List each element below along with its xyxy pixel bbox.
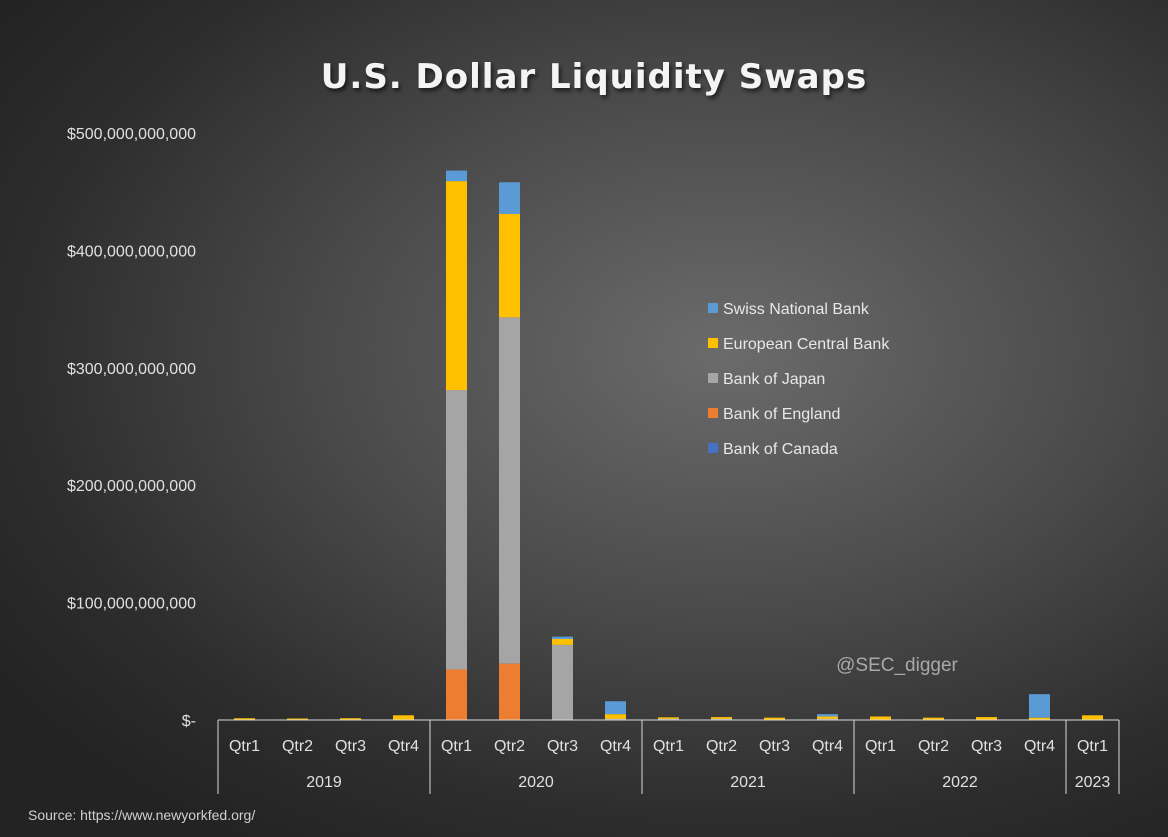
bar-segment-european-central-bank	[1029, 717, 1050, 720]
bar-segment-european-central-bank	[605, 714, 626, 719]
chart-title: U.S. Dollar Liquidity Swaps	[321, 57, 867, 97]
bar-segment-european-central-bank	[234, 718, 255, 720]
x-tick-label: Qtr4	[388, 738, 419, 755]
legend-swatch-bank-of-england	[708, 408, 718, 418]
x-tick-label: Qtr2	[918, 738, 949, 755]
y-tick-label: $300,000,000,000	[67, 361, 196, 378]
legend-swatch-european-central-bank	[708, 338, 718, 348]
bar-segment-european-central-bank	[870, 716, 891, 720]
x-tick-label: Qtr3	[759, 738, 790, 755]
watermark: @SEC_digger	[836, 655, 958, 676]
bar-segment-european-central-bank	[1082, 715, 1103, 720]
bar-segment-european-central-bank	[340, 718, 361, 720]
bar-segment-bank-of-japan	[446, 390, 467, 670]
bar-segment-bank-of-japan	[711, 718, 732, 720]
x-tick-label: Qtr4	[600, 738, 631, 755]
legend-label-bank-of-england: Bank of England	[723, 406, 840, 423]
year-label: 2019	[306, 774, 342, 791]
legend-swatch-bank-of-japan	[708, 373, 718, 383]
bar-segment-swiss-national-bank	[552, 636, 573, 639]
x-tick-label: Qtr3	[547, 738, 578, 755]
x-tick-label: Qtr4	[812, 738, 843, 755]
legend-label-bank-of-japan: Bank of Japan	[723, 371, 825, 388]
bar-segment-european-central-bank	[499, 214, 520, 318]
y-tick-label: $-	[182, 713, 196, 730]
x-tick-label: Qtr1	[229, 738, 260, 755]
x-tick-label: Qtr2	[282, 738, 313, 755]
x-tick-label: Qtr1	[1077, 738, 1108, 755]
y-tick-label: $400,000,000,000	[67, 243, 196, 260]
bar-segment-swiss-national-bank	[499, 182, 520, 215]
x-tick-label: Qtr3	[971, 738, 1002, 755]
bar-segment-bank-of-japan	[658, 718, 679, 720]
bar-segment-european-central-bank	[393, 715, 414, 720]
y-axis: $- $100,000,000,000 $200,000,000,000 $300,0…	[67, 126, 196, 730]
year-label: 2020	[518, 774, 554, 791]
bar-segment-european-central-bank	[976, 717, 997, 720]
legend-label-bank-of-canada: Bank of Canada	[723, 441, 838, 458]
bar-segment-bank-of-japan	[552, 644, 573, 720]
bar-segment-european-central-bank	[711, 717, 732, 719]
bar-segment-bank-of-japan	[817, 718, 838, 720]
year-label: 2021	[730, 774, 766, 791]
bar-segment-bank-of-japan	[605, 718, 626, 720]
y-tick-label: $100,000,000,000	[67, 596, 196, 613]
bar-segment-swiss-national-bank	[446, 170, 467, 182]
legend-label-swiss-national-bank: Swiss National Bank	[723, 301, 870, 318]
bars	[234, 170, 1103, 720]
x-tick-label: Qtr1	[865, 738, 896, 755]
legend-swatch-swiss-national-bank	[708, 303, 718, 313]
bar-segment-european-central-bank	[446, 181, 467, 391]
x-tick-label: Qtr1	[441, 738, 472, 755]
x-tick-label: Qtr1	[653, 738, 684, 755]
x-tick-label: Qtr3	[335, 738, 366, 755]
bar-segment-european-central-bank	[923, 717, 944, 720]
year-label: 2023	[1075, 774, 1111, 791]
x-axis: Qtr1 Qtr2 Qtr3 Qtr4 Qtr1 Qtr2 Qtr3 Qtr4 Qtr1 Qtr2…	[217, 719, 1120, 794]
year-label: 2022	[942, 774, 978, 791]
bar-segment-european-central-bank	[287, 718, 308, 720]
legend-swatch-bank-of-canada	[708, 443, 718, 453]
bar-segment-swiss-national-bank	[817, 714, 838, 717]
bar-segment-bank-of-england	[499, 663, 520, 720]
bar-segment-european-central-bank	[552, 638, 573, 645]
y-tick-label: $500,000,000,000	[67, 126, 196, 143]
bar-segment-bank-of-japan	[499, 317, 520, 664]
legend-label-european-central-bank: European Central Bank	[723, 336, 890, 353]
bar-segment-european-central-bank	[817, 716, 838, 719]
bar-segment-swiss-national-bank	[1029, 694, 1050, 718]
y-tick-label: $200,000,000,000	[67, 478, 196, 495]
bar-segment-swiss-national-bank	[605, 701, 626, 715]
legend: Swiss National Bank European Central Bank…	[708, 301, 890, 458]
x-tick-label: Qtr2	[706, 738, 737, 755]
bar-segment-european-central-bank	[764, 717, 785, 720]
bar-segment-bank-of-england	[446, 669, 467, 720]
x-tick-label: Qtr2	[494, 738, 525, 755]
x-tick-label: Qtr4	[1024, 738, 1055, 755]
source-note: Source: https://www.newyorkfed.org/	[28, 807, 255, 823]
bar-segment-european-central-bank	[658, 717, 679, 719]
